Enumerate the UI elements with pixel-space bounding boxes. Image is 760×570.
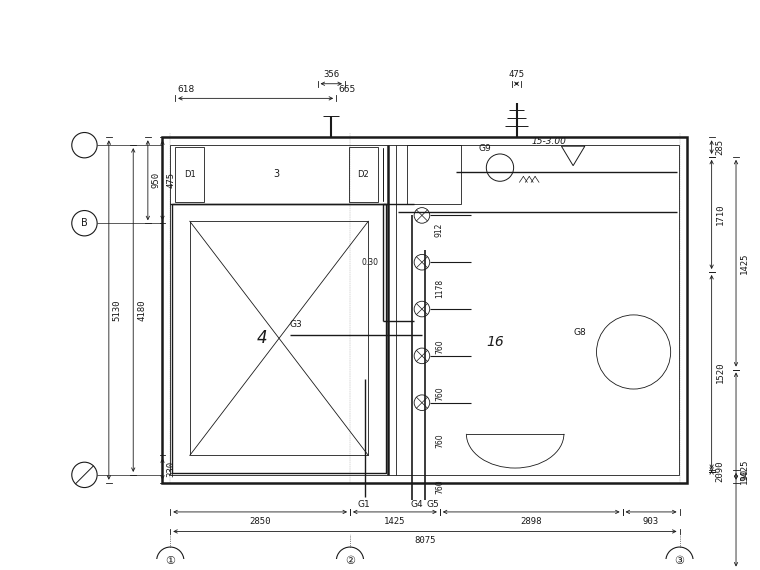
Text: 760: 760 — [435, 340, 444, 355]
Text: 285: 285 — [715, 139, 724, 155]
Text: 2898: 2898 — [521, 517, 542, 526]
Text: D1: D1 — [184, 170, 195, 179]
Text: D2: D2 — [357, 170, 369, 179]
Text: ②: ② — [345, 556, 355, 565]
Text: 1178: 1178 — [435, 279, 444, 298]
Text: B: B — [81, 218, 88, 228]
Text: 903: 903 — [643, 517, 659, 526]
Text: 4: 4 — [257, 329, 268, 347]
Text: 2850: 2850 — [249, 517, 271, 526]
Text: 760: 760 — [435, 479, 444, 494]
Bar — [349, 147, 378, 202]
Text: 190: 190 — [740, 469, 749, 484]
Text: 618: 618 — [177, 86, 195, 95]
Text: G8: G8 — [574, 328, 586, 337]
Text: 0.30: 0.30 — [361, 258, 378, 267]
Text: 330: 330 — [166, 461, 176, 477]
Bar — [170, 145, 679, 475]
Text: 4180: 4180 — [137, 299, 146, 321]
Bar — [407, 145, 461, 203]
Bar — [175, 147, 204, 202]
Text: 760: 760 — [435, 433, 444, 448]
Text: 950: 950 — [152, 172, 161, 188]
Text: 15-3.00: 15-3.00 — [531, 137, 566, 146]
Text: 356: 356 — [323, 70, 339, 79]
Text: ①: ① — [165, 556, 176, 565]
Text: 1520: 1520 — [715, 361, 724, 382]
Text: 1425: 1425 — [384, 517, 406, 526]
Text: 760: 760 — [435, 386, 444, 401]
Text: 1425: 1425 — [740, 459, 749, 481]
Text: 665: 665 — [338, 86, 356, 95]
Bar — [173, 203, 386, 473]
Text: G9: G9 — [479, 144, 492, 153]
Text: 475: 475 — [166, 172, 176, 188]
Text: G3: G3 — [290, 320, 302, 329]
Text: 3: 3 — [274, 169, 280, 180]
Bar — [190, 221, 369, 455]
Text: G1: G1 — [357, 500, 370, 509]
Bar — [163, 137, 687, 483]
Text: 475: 475 — [508, 70, 524, 79]
Text: G5: G5 — [426, 500, 439, 509]
Text: 5130: 5130 — [112, 299, 122, 321]
Text: 912: 912 — [435, 223, 444, 237]
Text: 16: 16 — [486, 335, 504, 349]
Text: 1425: 1425 — [740, 253, 749, 274]
Text: 1710: 1710 — [715, 203, 724, 225]
Text: 8075: 8075 — [414, 536, 435, 545]
Text: G4: G4 — [410, 500, 423, 509]
Text: 2090: 2090 — [715, 460, 724, 482]
Text: ③: ③ — [675, 556, 685, 565]
